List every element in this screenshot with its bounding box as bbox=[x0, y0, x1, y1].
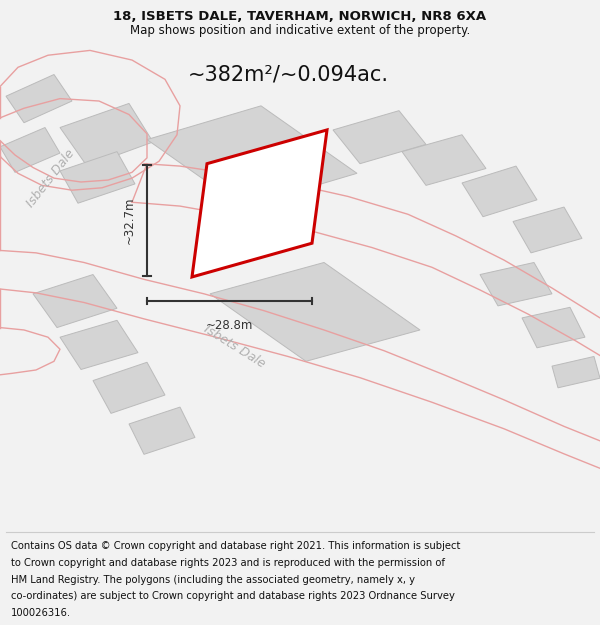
Polygon shape bbox=[210, 262, 420, 361]
Polygon shape bbox=[522, 308, 585, 348]
Polygon shape bbox=[480, 262, 552, 306]
Polygon shape bbox=[33, 274, 117, 328]
Text: co-ordinates) are subject to Crown copyright and database rights 2023 Ordnance S: co-ordinates) are subject to Crown copyr… bbox=[11, 591, 455, 601]
Text: 100026316.: 100026316. bbox=[11, 608, 71, 618]
Polygon shape bbox=[93, 362, 165, 413]
Polygon shape bbox=[60, 152, 135, 203]
Polygon shape bbox=[333, 111, 426, 164]
Text: HM Land Registry. The polygons (including the associated geometry, namely x, y: HM Land Registry. The polygons (includin… bbox=[11, 574, 415, 584]
Text: ~28.8m: ~28.8m bbox=[206, 319, 253, 332]
Polygon shape bbox=[60, 321, 138, 369]
Text: Isbets Dale: Isbets Dale bbox=[25, 147, 77, 209]
Text: Isbets Dale: Isbets Dale bbox=[201, 323, 267, 371]
Text: ~32.7m: ~32.7m bbox=[123, 197, 136, 244]
Text: 18, ISBETS DALE, TAVERHAM, NORWICH, NR8 6XA: 18, ISBETS DALE, TAVERHAM, NORWICH, NR8 … bbox=[113, 9, 487, 22]
Polygon shape bbox=[402, 135, 486, 186]
Polygon shape bbox=[6, 74, 72, 122]
Text: ~382m²/~0.094ac.: ~382m²/~0.094ac. bbox=[187, 65, 389, 85]
Polygon shape bbox=[192, 130, 327, 277]
Polygon shape bbox=[462, 166, 537, 217]
Polygon shape bbox=[147, 106, 357, 207]
Text: Map shows position and indicative extent of the property.: Map shows position and indicative extent… bbox=[130, 24, 470, 38]
Text: to Crown copyright and database rights 2023 and is reproduced with the permissio: to Crown copyright and database rights 2… bbox=[11, 558, 445, 568]
Text: 18: 18 bbox=[242, 198, 280, 226]
Polygon shape bbox=[552, 356, 600, 388]
Polygon shape bbox=[60, 103, 153, 166]
Polygon shape bbox=[129, 407, 195, 454]
Polygon shape bbox=[0, 127, 60, 172]
Text: Contains OS data © Crown copyright and database right 2021. This information is : Contains OS data © Crown copyright and d… bbox=[11, 541, 460, 551]
Polygon shape bbox=[513, 207, 582, 253]
